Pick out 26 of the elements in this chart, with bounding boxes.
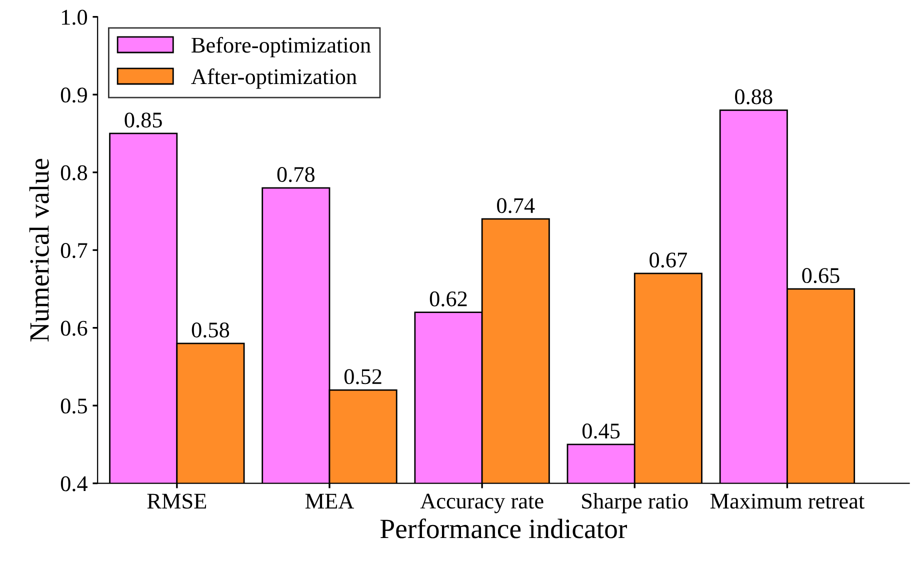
x-tick-label: Maximum retreat (710, 494, 865, 509)
y-tick-label: 0.6 (60, 320, 88, 336)
x-tick-label: RMSE (147, 494, 206, 509)
data-label: 0.65 (802, 268, 840, 284)
y-tick-label: 0.9 (60, 88, 87, 103)
data-label: 0.67 (650, 252, 688, 268)
y-axis-title: Numerical value (29, 158, 49, 342)
x-tick-label: Accuracy rate (420, 494, 544, 514)
y-tick-label: 0.5 (60, 398, 87, 414)
data-label: 0.62 (430, 291, 467, 306)
x-axis-title: Performance indicator (380, 518, 627, 538)
data-label: 0.88 (735, 89, 772, 104)
y-tick-label: 0.7 (60, 243, 88, 258)
data-label: 0.74 (497, 198, 535, 214)
data-label: 0.52 (344, 369, 382, 384)
x-tick-label: Sharpe ratio (582, 493, 688, 514)
y-tick-label: 0.4 (60, 476, 88, 492)
legend-label: Before-optimization (192, 36, 371, 58)
y-tick-label: 1.0 (62, 10, 88, 25)
legend-label: After-optimization (191, 68, 357, 89)
data-label: 0.85 (124, 112, 162, 128)
y-tick-label: 0.8 (60, 165, 88, 180)
x-tick-label: MEA (305, 494, 354, 508)
data-label: 0.78 (277, 166, 315, 182)
data-label: 0.58 (192, 322, 230, 338)
data-label: 0.45 (582, 424, 620, 439)
